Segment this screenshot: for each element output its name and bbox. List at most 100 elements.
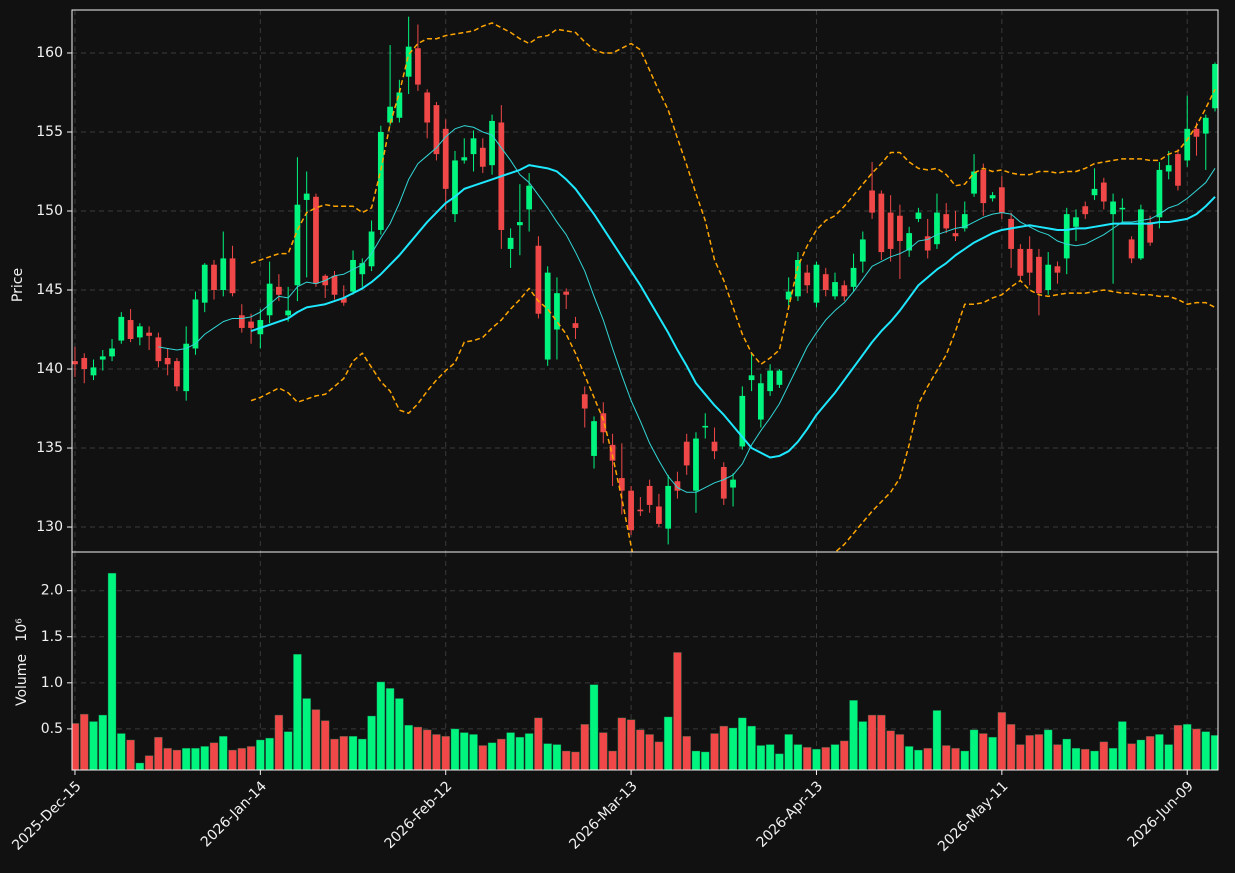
volume-bar — [237, 747, 247, 770]
candle-body — [581, 394, 588, 409]
volume-bar — [960, 750, 970, 770]
candle-body — [1175, 154, 1181, 186]
volume-bar — [79, 713, 89, 770]
volume-bar — [691, 750, 701, 770]
candle-body — [313, 196, 319, 284]
candle-body — [572, 323, 579, 328]
candle-body — [1193, 128, 1200, 137]
volume-panel — [72, 572, 1218, 770]
volume-bar — [849, 700, 858, 770]
volume-bar — [1173, 724, 1183, 770]
candle-body — [387, 106, 393, 123]
volume-bar — [1108, 747, 1118, 770]
volume-bar — [478, 745, 488, 770]
candle-body — [1045, 264, 1052, 291]
volume-bar — [738, 717, 747, 770]
volume-bar — [1118, 721, 1127, 770]
candle-body — [433, 105, 440, 155]
candle-body — [452, 160, 458, 215]
candle-body — [989, 195, 996, 199]
candle-body — [266, 283, 273, 316]
volume-bar — [904, 746, 914, 770]
candle-body — [1202, 117, 1209, 134]
candle-body — [72, 361, 78, 365]
candle-body — [544, 272, 551, 360]
overlay-line — [250, 279, 1216, 552]
y-tick-label: 1.0 — [41, 675, 63, 691]
candle-body — [600, 413, 607, 433]
overlay-line — [250, 22, 1216, 366]
candle-body — [702, 425, 709, 428]
candle-body — [461, 157, 468, 161]
volume-bar — [404, 724, 413, 770]
volume-bar — [1043, 729, 1053, 770]
volume-bar — [988, 736, 997, 770]
volume-bar — [812, 748, 821, 770]
volume-bar — [951, 747, 960, 770]
candle-body — [618, 478, 625, 491]
volume-bar — [172, 749, 182, 770]
candle-body — [470, 138, 477, 155]
volume-bar — [135, 762, 145, 770]
volume-bar — [339, 735, 349, 770]
volume-bar — [941, 745, 951, 770]
volume-bar — [599, 732, 608, 770]
volume-bar — [432, 734, 441, 770]
volume-bar — [358, 738, 367, 770]
candle-body — [1008, 218, 1014, 249]
candle-body — [628, 490, 634, 531]
volume-bar — [997, 712, 1007, 770]
candle-body — [220, 258, 227, 291]
volume-bar — [320, 720, 330, 770]
y-tick-label: 2.0 — [41, 583, 63, 599]
volume-bar — [72, 723, 80, 770]
candle-body — [276, 286, 282, 295]
candle-body — [359, 263, 366, 275]
volume-bar — [228, 749, 237, 770]
volume-bar — [209, 742, 219, 770]
candle-body — [591, 421, 597, 456]
candle-body — [183, 343, 190, 392]
candle-body — [795, 259, 801, 297]
volume-bar — [1210, 735, 1218, 770]
volume-bar — [858, 721, 868, 770]
volume-bar — [561, 750, 571, 770]
overlay-lines — [158, 22, 1216, 552]
volume-scale-label: 10⁶ — [14, 618, 30, 642]
volume-bar — [348, 735, 358, 770]
volume-bar — [923, 747, 932, 770]
volume-bar — [1016, 744, 1025, 770]
y-tick-label: 150 — [36, 203, 63, 219]
candle-body — [813, 264, 820, 303]
candle-body — [934, 212, 940, 245]
volume-bar — [1182, 723, 1192, 770]
volume-bar — [450, 728, 460, 770]
volume-bar — [710, 733, 719, 770]
volume-bar — [700, 751, 710, 770]
volume-bar — [839, 740, 849, 770]
candle-body — [340, 297, 347, 303]
candle-body — [656, 506, 662, 524]
volume-bar — [395, 698, 404, 770]
y-tick-label: 140 — [36, 361, 63, 377]
volume-bar — [654, 741, 664, 770]
candle-body — [1017, 248, 1024, 276]
grid-layer — [72, 10, 1218, 770]
candle-body — [127, 320, 134, 339]
candle-body — [961, 214, 968, 229]
candle-body — [1184, 128, 1191, 161]
candle-body — [174, 361, 180, 387]
candle-body — [1082, 206, 1089, 215]
candle-body — [720, 466, 727, 499]
candle-body — [405, 46, 412, 77]
volume-bar — [107, 572, 117, 770]
candle-body — [943, 214, 950, 229]
volume-bar — [385, 688, 395, 770]
candle-body — [554, 293, 560, 330]
candle-body — [915, 212, 922, 219]
volume-bar — [673, 652, 682, 770]
candle-body — [118, 316, 125, 341]
volume-bar — [747, 725, 756, 770]
y-tick-label: 160 — [36, 45, 63, 61]
candle-body — [563, 291, 570, 295]
